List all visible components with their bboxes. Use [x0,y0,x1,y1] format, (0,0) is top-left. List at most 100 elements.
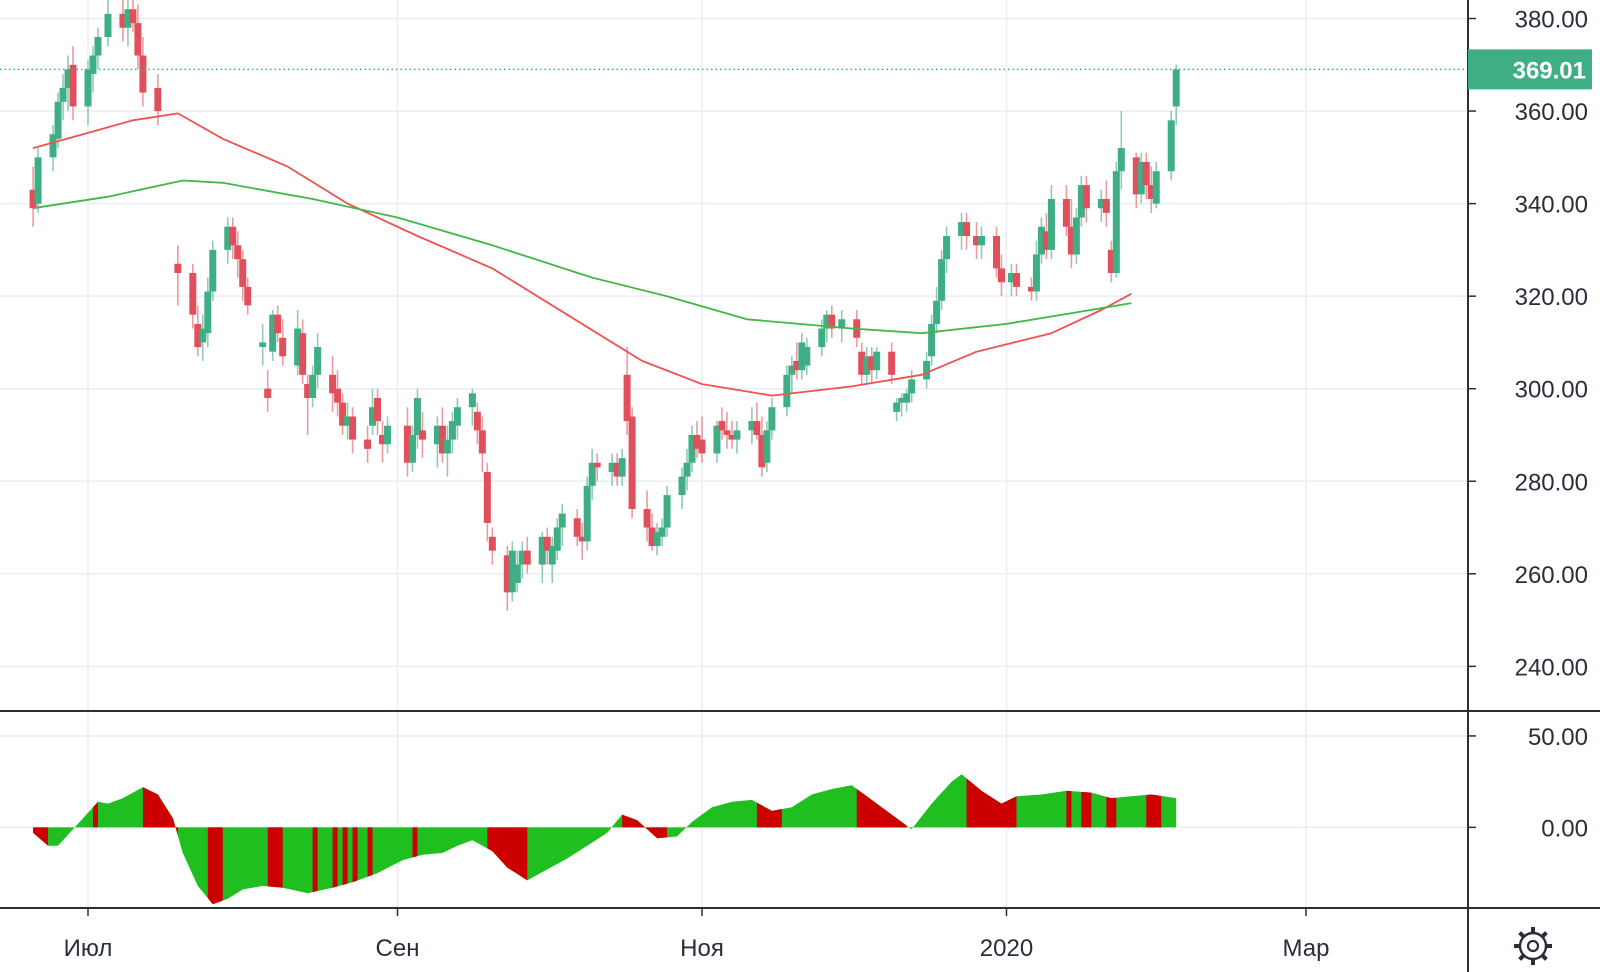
candle-up[interactable] [763,421,771,472]
candle-down[interactable] [349,407,357,454]
candle-up[interactable] [1137,152,1145,204]
candle-up[interactable] [978,226,986,260]
candle-up[interactable] [928,314,936,366]
candle-up[interactable] [453,397,461,440]
candle-up[interactable] [1032,240,1040,301]
candle-up[interactable] [653,522,661,556]
candle-up[interactable] [1117,111,1125,190]
candle-up[interactable] [204,277,212,348]
candle-down[interactable] [643,490,651,542]
candle-down[interactable] [718,407,726,440]
candle-down[interactable] [1102,180,1110,227]
candle-down[interactable] [998,254,1005,297]
candle-up[interactable] [938,249,946,311]
candle-up[interactable] [688,425,696,472]
candle-up[interactable] [893,397,901,422]
candle-up[interactable] [199,314,207,361]
candle-down[interactable] [993,226,1001,278]
candle-up[interactable] [663,485,671,537]
candle-up[interactable] [538,532,546,584]
candle-down[interactable] [483,462,491,542]
candle-up[interactable] [1152,161,1160,209]
candle-down[interactable] [129,0,137,33]
candle-down[interactable] [239,249,247,301]
candle-down[interactable] [134,4,142,70]
candle-up[interactable] [548,536,556,584]
time-axis[interactable]: Июл Сен Ноя 2020 Мар [64,908,1330,962]
candle-down[interactable] [578,522,586,560]
candle-up[interactable] [898,393,906,417]
candle-down[interactable] [304,374,312,435]
candle-up[interactable] [84,60,92,125]
candle-down[interactable] [1107,240,1115,283]
candle-up[interactable] [1112,161,1120,278]
candle-up[interactable] [748,407,756,445]
candle-down[interactable] [963,212,971,250]
candle-up[interactable] [433,416,441,468]
candle-down[interactable] [868,347,876,385]
candle-up[interactable] [89,46,97,93]
candle-down[interactable] [1132,152,1140,209]
candle-up[interactable] [1072,208,1080,264]
candle-up[interactable] [448,411,456,454]
candle-up[interactable] [558,504,566,547]
candle-down[interactable] [648,513,656,551]
candle-up[interactable] [314,333,322,389]
candle-up[interactable] [588,448,596,500]
candle-up[interactable] [683,448,691,491]
candle-down[interactable] [379,421,387,463]
candle-up[interactable] [903,388,911,412]
candle-down[interactable] [418,411,426,459]
candle-down[interactable] [1062,185,1070,236]
candle-up[interactable] [104,0,112,47]
candle-down[interactable] [488,527,496,565]
candle-down[interactable] [244,277,252,315]
candle-up[interactable] [658,518,666,547]
candle-up[interactable] [713,421,721,463]
candle-down[interactable] [374,388,382,435]
candle-up[interactable] [294,310,302,375]
candle-up[interactable] [384,416,392,454]
candle-down[interactable] [339,393,347,435]
candle-down[interactable] [1082,175,1090,223]
candle-up[interactable] [798,333,806,380]
price-pane[interactable] [0,0,1468,611]
candle-up[interactable] [1037,217,1045,264]
candle-up[interactable] [923,351,931,389]
candle-up[interactable] [443,425,451,477]
candle-down[interactable] [29,166,37,227]
candle-down[interactable] [334,370,342,417]
candle-up[interactable] [413,388,421,449]
candle-down[interactable] [858,342,866,385]
candle-up[interactable] [59,74,67,121]
candle-down[interactable] [698,416,706,463]
candle-down[interactable] [364,425,372,463]
candle-down[interactable] [234,231,242,278]
candle-down[interactable] [139,37,147,107]
candle-down[interactable] [264,370,272,412]
candle-down[interactable] [478,416,486,472]
candle-up[interactable] [583,476,591,551]
candle-up[interactable] [124,0,132,47]
candle-down[interactable] [299,319,307,385]
candle-up[interactable] [269,310,277,361]
candle-up[interactable] [508,541,516,602]
candle-down[interactable] [613,453,621,486]
candle-up[interactable] [408,425,416,472]
candle-down[interactable] [403,407,411,477]
moving-average-line-1[interactable] [32,112,1132,397]
candle-up[interactable] [64,55,72,112]
candle-up[interactable] [94,27,102,70]
candle-up[interactable] [49,124,57,172]
candle-up[interactable] [468,388,476,426]
candle-down[interactable] [723,411,731,449]
candle-down[interactable] [174,245,182,306]
candle-up[interactable] [1047,185,1055,260]
candle-up[interactable] [1097,189,1105,223]
candle-up[interactable] [838,310,846,343]
candle-down[interactable] [274,305,282,343]
candle-up[interactable] [933,286,941,334]
candle-down[interactable] [119,0,127,42]
candle-down[interactable] [758,416,766,477]
candle-down[interactable] [543,527,551,565]
